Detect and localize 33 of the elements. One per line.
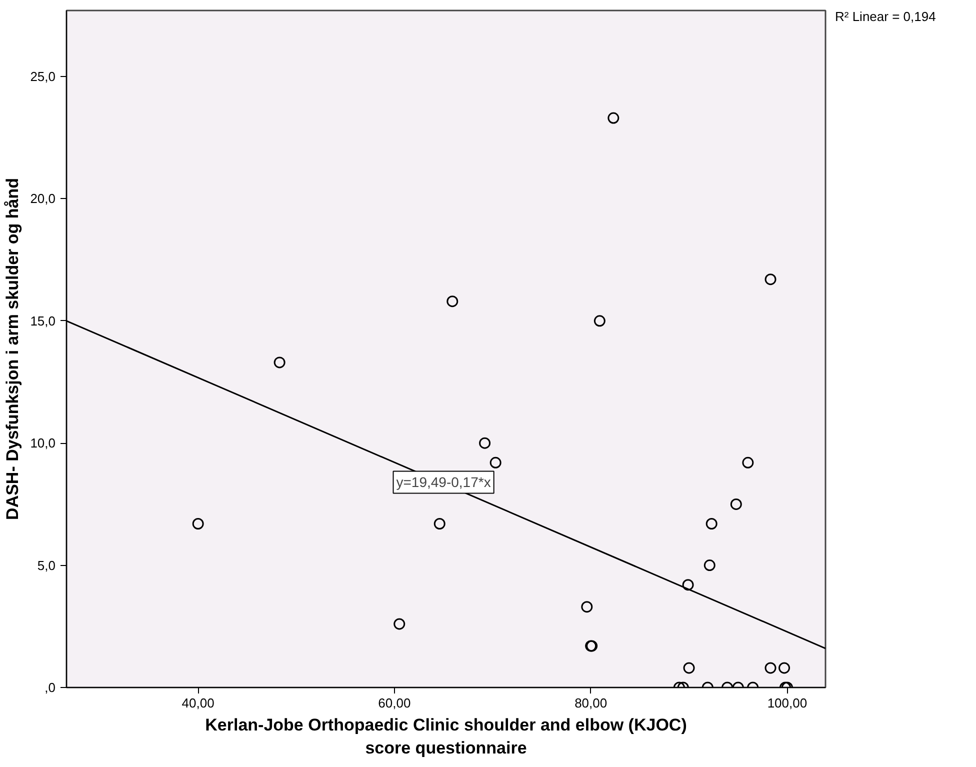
point [704, 560, 716, 572]
point [446, 296, 458, 308]
point [764, 662, 776, 674]
point [778, 662, 790, 674]
point [706, 518, 718, 530]
y-axis-title: DASH- Dysfunksjon i arm skulder og hånd [3, 178, 22, 520]
x-tick-label: 80,00 [574, 696, 608, 710]
x-tick-label: 40,00 [182, 696, 214, 710]
y-tick-label: 20,0 [30, 191, 56, 206]
point [730, 498, 742, 510]
y-tick-label: 15,0 [30, 313, 56, 328]
point [683, 662, 695, 674]
point [581, 601, 593, 613]
point [682, 579, 694, 591]
text: R² Linear = 0,194 [835, 8, 936, 26]
point [742, 456, 754, 468]
point [274, 356, 286, 368]
x-axis-title: Kerlan-Jobe Orthopaedic Clinic shoulder and elbow (KJOC) score questionnaire [205, 716, 687, 758]
y-tick-label: ,0 [44, 680, 56, 695]
annotation: y=19,49-0,17*x [396, 474, 491, 490]
x-tick-label: 60,00 [378, 696, 411, 710]
point [479, 437, 491, 449]
y-tick-label: 25,0 [30, 68, 56, 84]
y-tick-label: 10,0 [30, 436, 56, 451]
point [192, 518, 204, 530]
point [764, 274, 776, 286]
point [608, 112, 620, 124]
point [394, 618, 406, 630]
point [594, 315, 606, 327]
y-tick-label: 5,0 [37, 558, 56, 573]
point [434, 518, 446, 530]
x-tick-label: 100,00 [767, 696, 808, 710]
point [490, 456, 502, 468]
